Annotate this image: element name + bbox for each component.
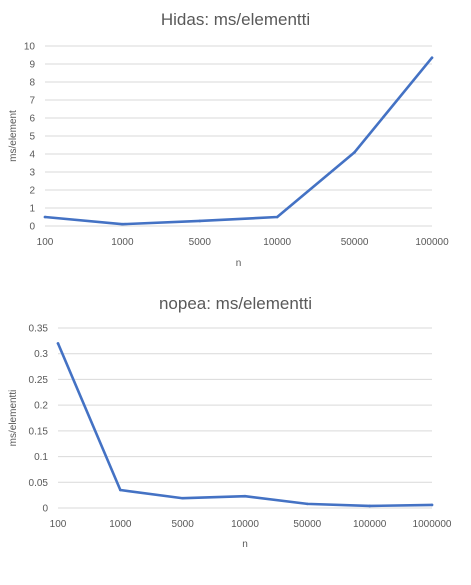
- data-point: [119, 488, 122, 492]
- data-point: [353, 150, 356, 154]
- x-axis-label: n: [236, 258, 242, 269]
- y-tick-label: 0.15: [29, 426, 49, 437]
- y-tick-label: 0: [42, 504, 48, 515]
- y-tick-label: 5: [29, 132, 35, 143]
- x-tick-label: 5000: [172, 519, 195, 530]
- chart-hidas-plot: 0 1 2 3 4 5 6 7 8 9 10 100 1000 5000 10000 50000 100000 n…: [8, 42, 449, 270]
- x-axis-label: n: [242, 539, 248, 550]
- data-point: [275, 215, 279, 219]
- x-tick-label: 1000: [109, 519, 132, 530]
- series-line: [56, 342, 434, 508]
- data-point: [56, 342, 60, 345]
- chart-nopea-plot: 0 0.05 0.1 0.15 0.2 0.25 0.3 0.35 100 1000 5000 100…: [8, 324, 452, 551]
- data-point: [306, 502, 309, 506]
- y-tick-label: 7: [29, 96, 35, 107]
- y-tick-label: 2: [29, 186, 35, 197]
- x-tick-label: 100000: [415, 237, 449, 248]
- data-point: [121, 222, 124, 226]
- y-axis-label: ms/elementti: [8, 390, 19, 447]
- x-tick-label: 100: [37, 237, 54, 248]
- data-point: [430, 56, 434, 59]
- data-point: [243, 494, 247, 498]
- y-tick-label: 0.2: [34, 401, 48, 412]
- series-line: [43, 56, 434, 226]
- x-tick-label: 5000: [189, 237, 212, 248]
- chart-hidas: Hidas: ms/elementti 0 1 2 3 4 5 6 7 8 9 10 100 1000 5…: [0, 0, 471, 280]
- y-tick-label: 3: [29, 168, 35, 179]
- y-tick-label: 9: [29, 60, 35, 71]
- data-point: [430, 503, 434, 507]
- y-tick-label: 0.3: [34, 349, 48, 360]
- y-tick-label: 1: [29, 204, 35, 215]
- x-tick-label: 1000000: [413, 519, 452, 530]
- data-point: [181, 496, 184, 500]
- y-tick-label: 0: [29, 222, 35, 233]
- y-tick-label: 0.35: [29, 324, 49, 335]
- y-tick-label: 0.25: [29, 375, 49, 386]
- x-tick-label: 100: [50, 519, 67, 530]
- y-tick-label: 0.05: [29, 478, 49, 489]
- y-axis-label: ms/element: [8, 110, 19, 162]
- x-tick-label: 50000: [341, 237, 369, 248]
- x-tick-label: 10000: [231, 519, 259, 530]
- chart-title: nopea: ms/elementti: [158, 294, 313, 313]
- x-tick-label: 10000: [263, 237, 291, 248]
- data-point: [198, 219, 202, 223]
- chart-nopea: nopea: ms/elementti 0 0.05 0.1 0.15 0.2 0.25 0…: [0, 290, 471, 585]
- data-point: [43, 215, 47, 219]
- x-tick-label: 50000: [293, 519, 321, 530]
- data-point: [368, 504, 371, 508]
- y-tick-label: 8: [29, 78, 35, 89]
- y-tick-label: 10: [24, 42, 36, 53]
- chart-title: Hidas: ms/elementti: [160, 10, 311, 29]
- x-tick-label: 1000: [111, 237, 134, 248]
- y-tick-label: 0.1: [34, 452, 48, 463]
- x-tick-label: 100000: [353, 519, 387, 530]
- y-tick-label: 6: [29, 114, 35, 125]
- y-tick-label: 4: [29, 150, 35, 161]
